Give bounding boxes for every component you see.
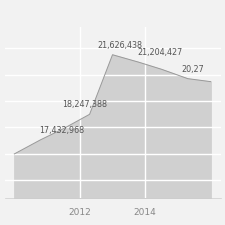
Text: 21,626,438: 21,626,438 [98, 41, 143, 50]
Text: 18,247,388: 18,247,388 [62, 100, 107, 109]
Text: 20,27: 20,27 [181, 65, 204, 74]
Text: 17,432,968: 17,432,968 [39, 126, 84, 135]
Text: 21,204,427: 21,204,427 [137, 48, 182, 57]
